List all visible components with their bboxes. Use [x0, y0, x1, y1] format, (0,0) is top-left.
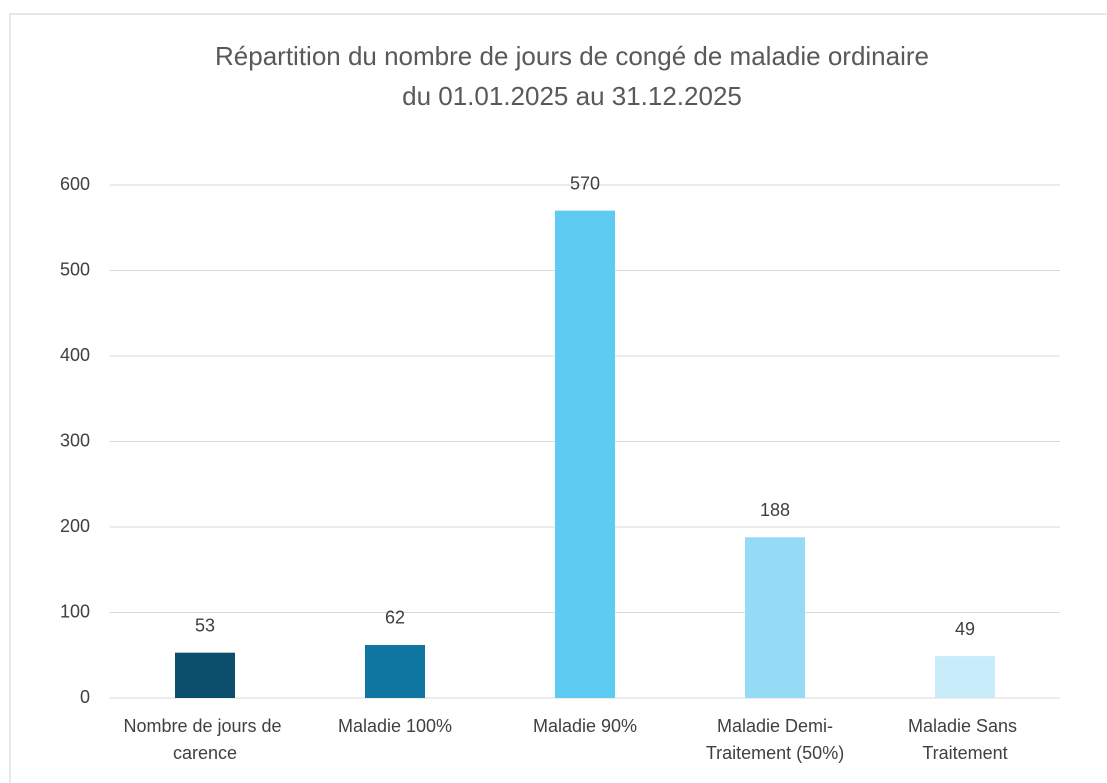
x-tick-label: Maladie 100% [338, 716, 452, 736]
data-label: 53 [195, 615, 215, 635]
data-label: 62 [385, 608, 405, 628]
x-tick-label-line: Maladie 100% [338, 716, 452, 736]
y-tick-label: 400 [60, 345, 90, 365]
x-tick-label: Maladie 90% [533, 716, 637, 736]
bar [555, 210, 615, 698]
bar [745, 537, 805, 698]
y-tick-label: 500 [60, 259, 90, 279]
data-label: 49 [955, 619, 975, 639]
y-tick-label: 100 [60, 601, 90, 621]
chart-subtitle: du 01.01.2025 au 31.12.2025 [402, 81, 742, 111]
x-tick-label-line: Traitement [922, 743, 1007, 763]
data-label: 188 [760, 500, 790, 520]
x-tick-label-line: Maladie Sans [908, 716, 1022, 736]
x-tick-label: Maladie Demi- Traitement (50%) [706, 716, 844, 763]
data-label: 570 [570, 173, 600, 193]
y-tick-label: 600 [60, 174, 90, 194]
y-tick-label: 300 [60, 430, 90, 450]
x-tick-label-line: Maladie 90% [533, 716, 637, 736]
y-tick-label: 200 [60, 516, 90, 536]
x-tick-label: Nombre de jours de carence [123, 716, 286, 763]
x-tick-label-line: Nombre de jours de [123, 716, 286, 736]
bar [935, 656, 995, 698]
x-tick-label-line: carence [173, 743, 237, 763]
x-tick-label-line: Traitement (50%) [706, 743, 844, 763]
chart-title: Répartition du nombre de jours de congé … [215, 41, 929, 71]
x-tick-label: Maladie Sans Traitement [908, 716, 1022, 763]
bar [365, 644, 425, 698]
x-tick-label-line: Maladie Demi- [717, 716, 833, 736]
bar [175, 652, 235, 698]
y-tick-label: 0 [80, 687, 90, 707]
